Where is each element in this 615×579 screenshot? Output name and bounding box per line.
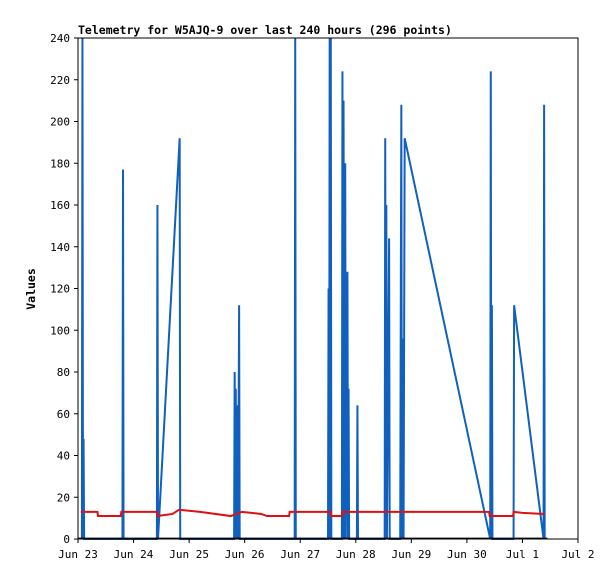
chart-title: Telemetry for W5AJQ-9 over last 240 hour…: [78, 23, 452, 37]
x-tick-label: Jul 2: [561, 548, 594, 561]
y-tick-label: 200: [50, 116, 70, 129]
chart-marks: [78, 37, 548, 540]
x-tick-label: Jun 24: [114, 548, 154, 561]
y-tick-label: 180: [50, 157, 70, 170]
x-tick-label: Jun 23: [58, 548, 98, 561]
y-tick-label: 80: [57, 366, 70, 379]
y-tick-label: 0: [63, 533, 70, 546]
x-axis-ticks: Jun 23 Jun 24 Jun 25 Jun 26 Jun 27 Jun 28 Jun …: [58, 539, 595, 561]
y-axis-label: Values: [24, 268, 38, 310]
x-tick-label: Jun 27: [280, 548, 320, 561]
y-tick-label: 140: [50, 241, 70, 254]
y-tick-label: 160: [50, 199, 70, 212]
y-tick-label: 240: [50, 32, 70, 45]
y-tick-label: 20: [57, 491, 70, 504]
y-tick-label: 60: [57, 408, 70, 421]
y-tick-label: 220: [50, 74, 70, 87]
series-line-0: [80, 37, 546, 540]
y-tick-label: 40: [57, 450, 70, 463]
series-line-1: [80, 508, 545, 518]
y-tick-label: 120: [50, 283, 70, 296]
x-tick-label: Jun 26: [225, 548, 265, 561]
x-tick-label: Jun 29: [391, 548, 431, 561]
x-tick-label: Jul 1: [506, 548, 539, 561]
x-tick-label: Jun 25: [169, 548, 209, 561]
x-tick-label: Jun 28: [336, 548, 376, 561]
y-tick-label: 100: [50, 324, 70, 337]
y-axis-ticks: 0 20 40 60 80 100 120 140 160 180 200 220 240: [50, 32, 78, 546]
x-tick-label: Jun 30: [447, 548, 487, 561]
